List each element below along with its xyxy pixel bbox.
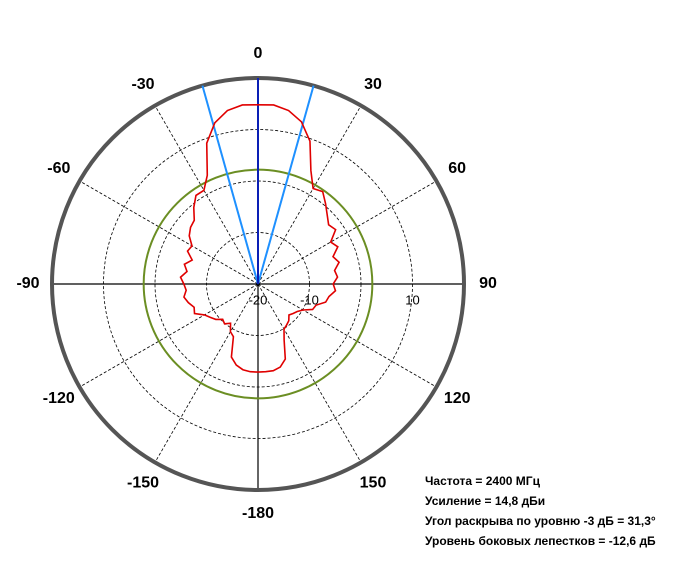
- beamwidth-line: [201, 85, 259, 285]
- annotation: Частота = 2400 МГц: [425, 474, 541, 488]
- radial-tick-label: -20: [249, 292, 268, 307]
- angle-tick-label: -60: [47, 160, 70, 177]
- annotation: Угол раскрыва по уровню -3 дБ = 31,3°: [425, 514, 656, 528]
- angle-tick-label: -30: [131, 76, 154, 93]
- angle-tick-label: 90: [479, 275, 497, 292]
- angle-grid-line: [257, 283, 437, 388]
- angle-tick-label: -150: [127, 474, 159, 491]
- annotation: Усиление = 14,8 дБи: [425, 494, 545, 508]
- radial-tick-label: 10: [405, 292, 419, 307]
- angle-grid-line: [154, 283, 259, 463]
- angle-grid-line: [79, 180, 259, 285]
- angle-tick-label: -120: [43, 390, 75, 407]
- annotation: Уровень боковых лепестков = -12,6 дБ: [425, 534, 656, 548]
- pattern-line: [179, 103, 341, 373]
- angle-grid-line: [257, 105, 362, 285]
- angle-grid-line: [257, 180, 437, 285]
- angle-grid-line: [79, 283, 259, 388]
- angle-tick-label: 120: [444, 390, 471, 407]
- angle-tick-label: 60: [448, 160, 466, 177]
- angle-grid-line: [154, 105, 259, 285]
- angle-tick-label: 150: [360, 474, 387, 491]
- radial-tick-label: -10: [300, 292, 319, 307]
- angle-tick-label: -90: [16, 275, 39, 292]
- plot-area: [50, 76, 466, 492]
- beamwidth-line: [257, 85, 315, 285]
- angle-tick-label: 0: [254, 45, 263, 62]
- annotation-block: Частота = 2400 МГц Усиление = 14,8 дБи У…: [425, 474, 656, 548]
- angle-grid-line: [257, 283, 362, 463]
- angle-tick-label: -180: [242, 505, 274, 522]
- angle-tick-label: 30: [364, 76, 382, 93]
